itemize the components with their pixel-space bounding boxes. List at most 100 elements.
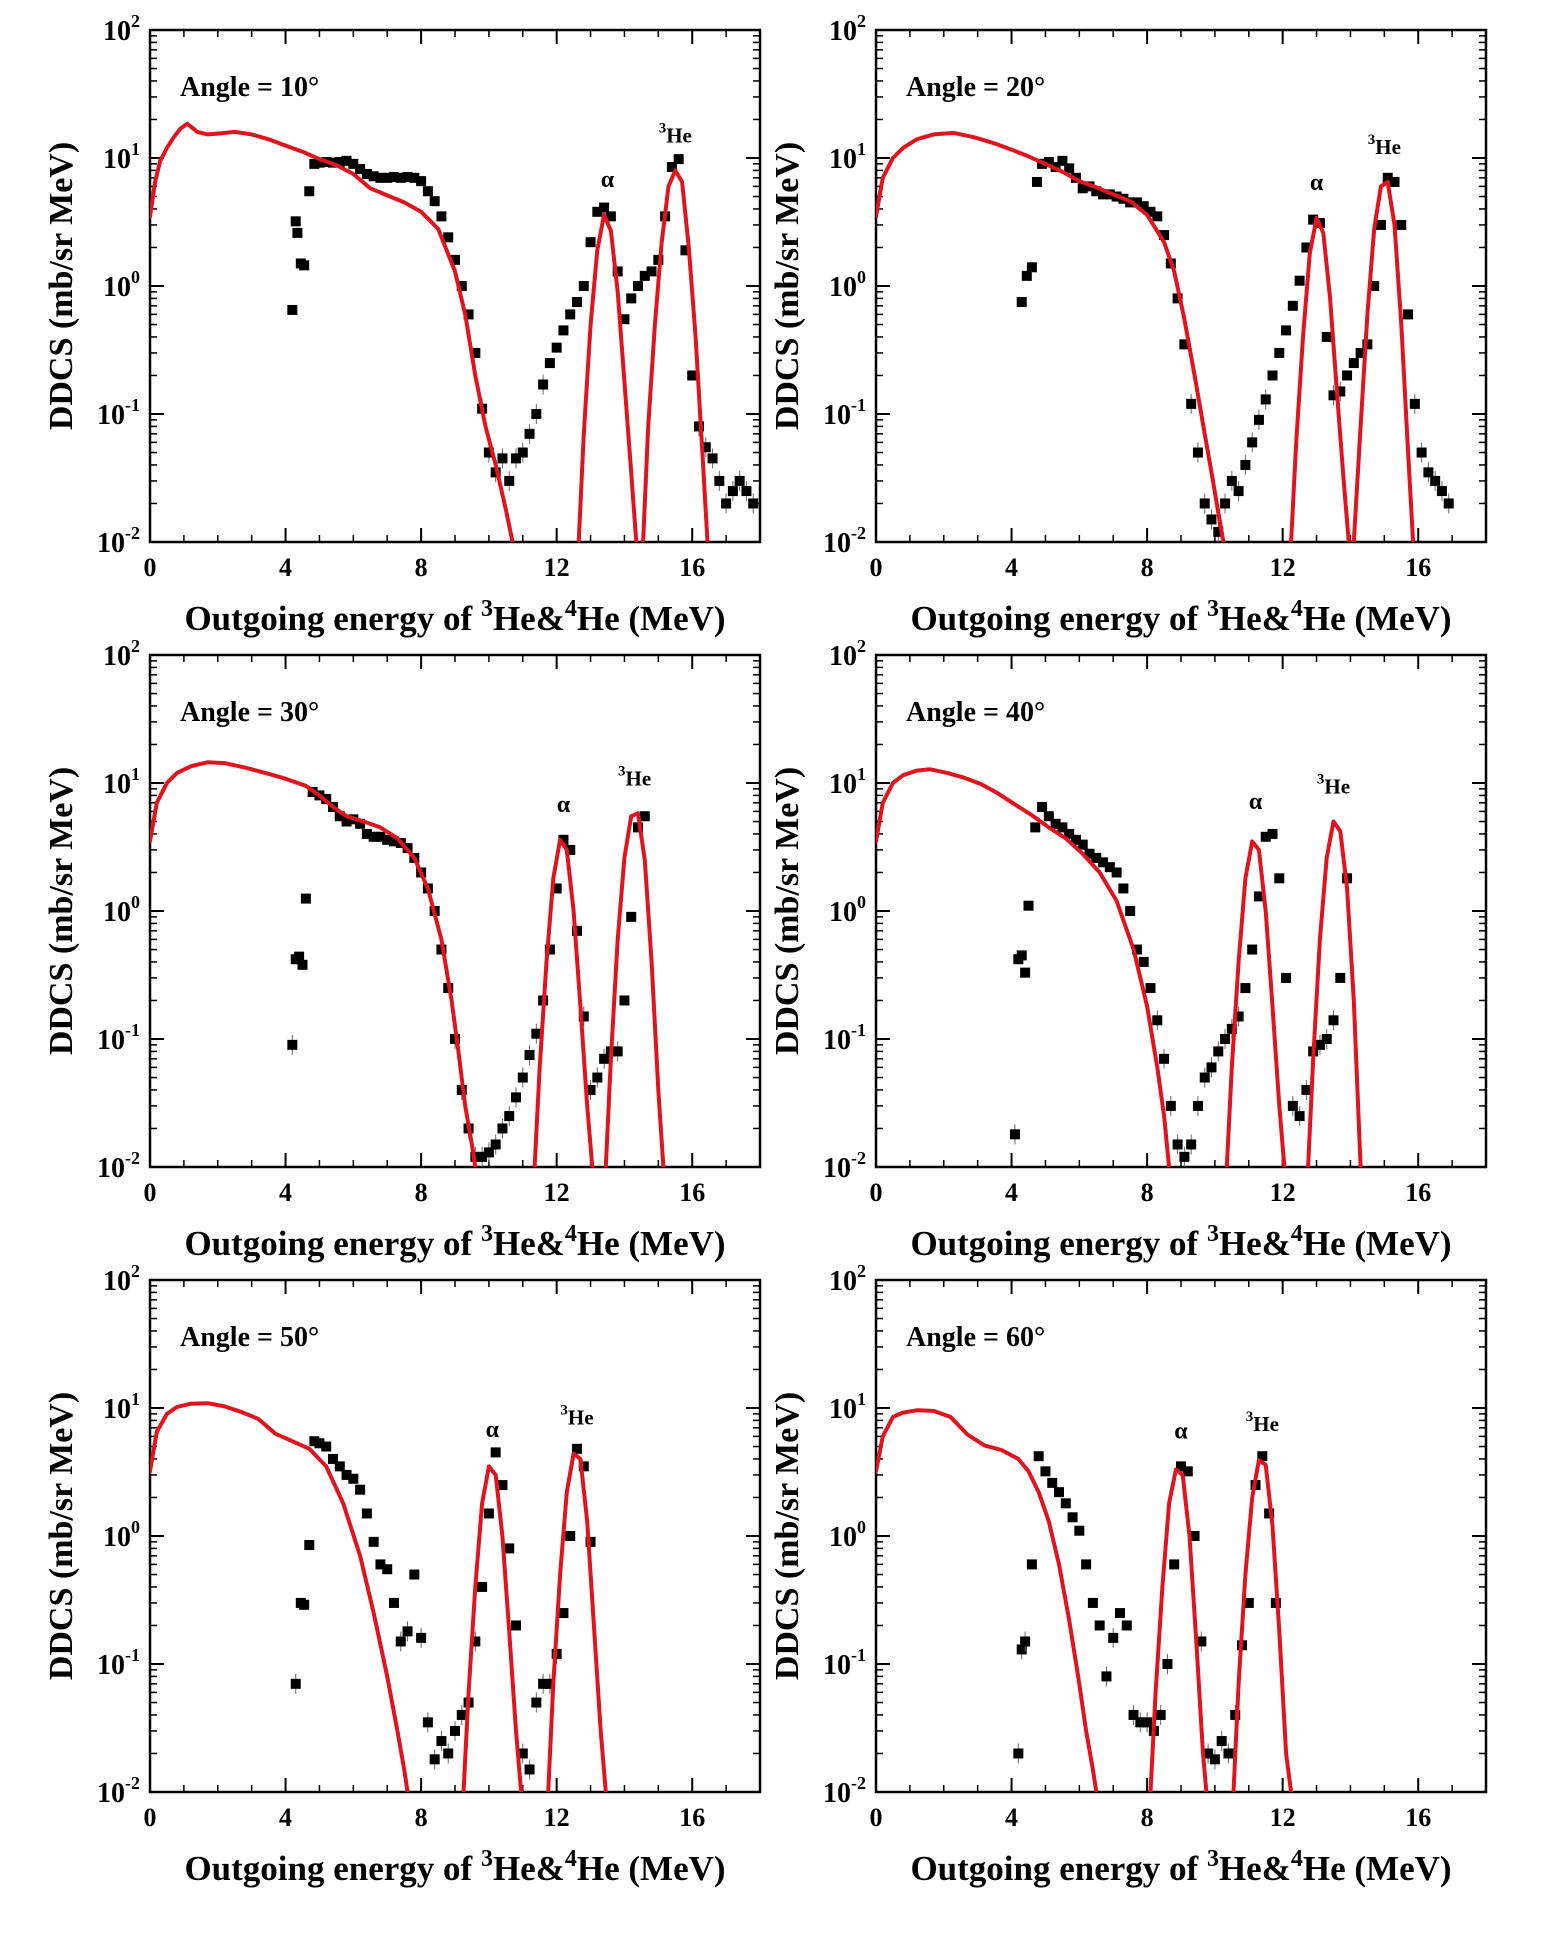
data-point	[1223, 1748, 1234, 1759]
data-point	[544, 358, 555, 369]
data-point	[355, 1484, 366, 1495]
data-point	[395, 1636, 406, 1647]
data-point	[1179, 339, 1190, 350]
x-tick-label: 8	[415, 1178, 428, 1207]
data-point	[646, 266, 657, 277]
data-point	[1301, 242, 1312, 253]
data-point	[1091, 852, 1102, 863]
y-axis-label: DDCS (mb/sr MeV)	[43, 767, 80, 1055]
alpha-peak-label: α	[1249, 789, 1263, 815]
data-point	[707, 453, 718, 464]
data-point	[517, 1072, 528, 1083]
x-axis-label: Outgoing energy of 3He&4He (MeV)	[910, 596, 1451, 638]
data-point	[1274, 873, 1285, 884]
helium3-peak-label: 3He	[560, 1402, 593, 1429]
y-tick-exponent: -1	[125, 395, 140, 415]
data-point	[1135, 1717, 1146, 1728]
data-point	[524, 1764, 535, 1775]
plot-area	[150, 121, 759, 542]
data-point	[1057, 155, 1068, 166]
x-tick-label: 0	[870, 1178, 883, 1207]
data-point	[477, 1151, 488, 1162]
data-point	[1335, 972, 1346, 983]
x-axis-label-mid: He&	[493, 599, 565, 638]
data-point	[1182, 1466, 1193, 1477]
data-point	[673, 154, 684, 165]
plot-frame	[874, 1278, 1488, 1794]
x-axis-label-mid: He&	[1219, 1849, 1291, 1888]
data-point	[565, 844, 576, 855]
y-tick-label: 100	[829, 1517, 866, 1553]
data-point	[585, 1084, 596, 1095]
data-point	[287, 1039, 298, 1050]
y-tick-base: 10	[103, 641, 131, 672]
y-tick-base: 10	[103, 897, 131, 928]
data-point	[1335, 386, 1346, 397]
plot-frame	[148, 28, 762, 544]
x-axis-label: Outgoing energy of 3He&4He (MeV)	[184, 1221, 725, 1263]
y-tick-label: 10-2	[823, 523, 866, 559]
x-axis-label-prefix: Outgoing energy of	[910, 1849, 1207, 1888]
calculation-curve-segment	[576, 212, 639, 542]
data-point	[585, 237, 596, 248]
data-point	[1026, 262, 1037, 273]
data-point	[524, 428, 535, 439]
data-point	[1274, 347, 1285, 358]
y-tick-exponent: 0	[131, 892, 140, 912]
plot-frame	[874, 653, 1488, 1169]
x-tick-label: 4	[279, 553, 292, 582]
data-point	[292, 227, 303, 238]
x-tick-label: 0	[144, 1803, 157, 1832]
y-tick-label: 10-2	[97, 1773, 140, 1809]
data-point	[592, 1072, 603, 1083]
data-point	[1101, 1671, 1112, 1682]
data-point	[551, 342, 562, 353]
data-point	[639, 811, 650, 822]
data-point	[348, 1473, 359, 1484]
data-point	[1074, 1525, 1085, 1536]
data-point	[714, 475, 725, 486]
data-point	[1281, 972, 1292, 983]
peak-label-superscript: 3	[1368, 132, 1376, 148]
y-tick-exponent: 2	[857, 1261, 866, 1281]
y-tick-exponent: 1	[131, 139, 140, 159]
angle-annotation: Angle = 60°	[906, 1322, 1045, 1353]
angle-annotation: Angle = 20°	[906, 72, 1045, 103]
angle-annotation: Angle = 40°	[906, 697, 1045, 728]
data-point	[517, 447, 528, 458]
calculation-curve-segment	[876, 767, 1172, 1167]
y-tick-exponent: 1	[857, 764, 866, 784]
plot-area	[876, 767, 1363, 1167]
data-point	[1067, 1512, 1078, 1523]
data-point	[382, 834, 393, 845]
data-point	[389, 1597, 399, 1608]
y-tick-label: 102	[103, 636, 140, 672]
data-point	[544, 944, 555, 955]
y-tick-label: 100	[103, 892, 140, 928]
data-point	[1159, 230, 1170, 241]
data-point	[558, 1608, 569, 1619]
y-tick-exponent: 2	[131, 11, 140, 31]
data-point	[477, 1581, 488, 1592]
data-point	[680, 245, 691, 256]
y-tick-base: 10	[103, 1266, 131, 1297]
plot-frame	[874, 28, 1488, 544]
data-point	[626, 293, 637, 304]
calculation-curve-segment	[1231, 1458, 1294, 1792]
data-point	[504, 1543, 515, 1554]
data-point	[368, 831, 379, 842]
x-tick-label: 4	[1005, 1803, 1018, 1832]
data-point	[538, 1678, 549, 1689]
angle-annotation: Angle = 30°	[180, 697, 319, 728]
y-tick-base: 10	[823, 528, 851, 559]
data-point	[1287, 1100, 1298, 1111]
data-point	[1192, 1100, 1203, 1111]
data-point	[450, 1725, 460, 1736]
y-tick-base: 10	[103, 144, 131, 175]
data-point	[443, 1748, 454, 1759]
y-tick-base: 10	[97, 1650, 125, 1681]
data-point	[619, 314, 630, 325]
x-tick-label: 12	[1270, 553, 1296, 582]
data-point	[409, 1569, 420, 1580]
data-point	[483, 447, 494, 458]
